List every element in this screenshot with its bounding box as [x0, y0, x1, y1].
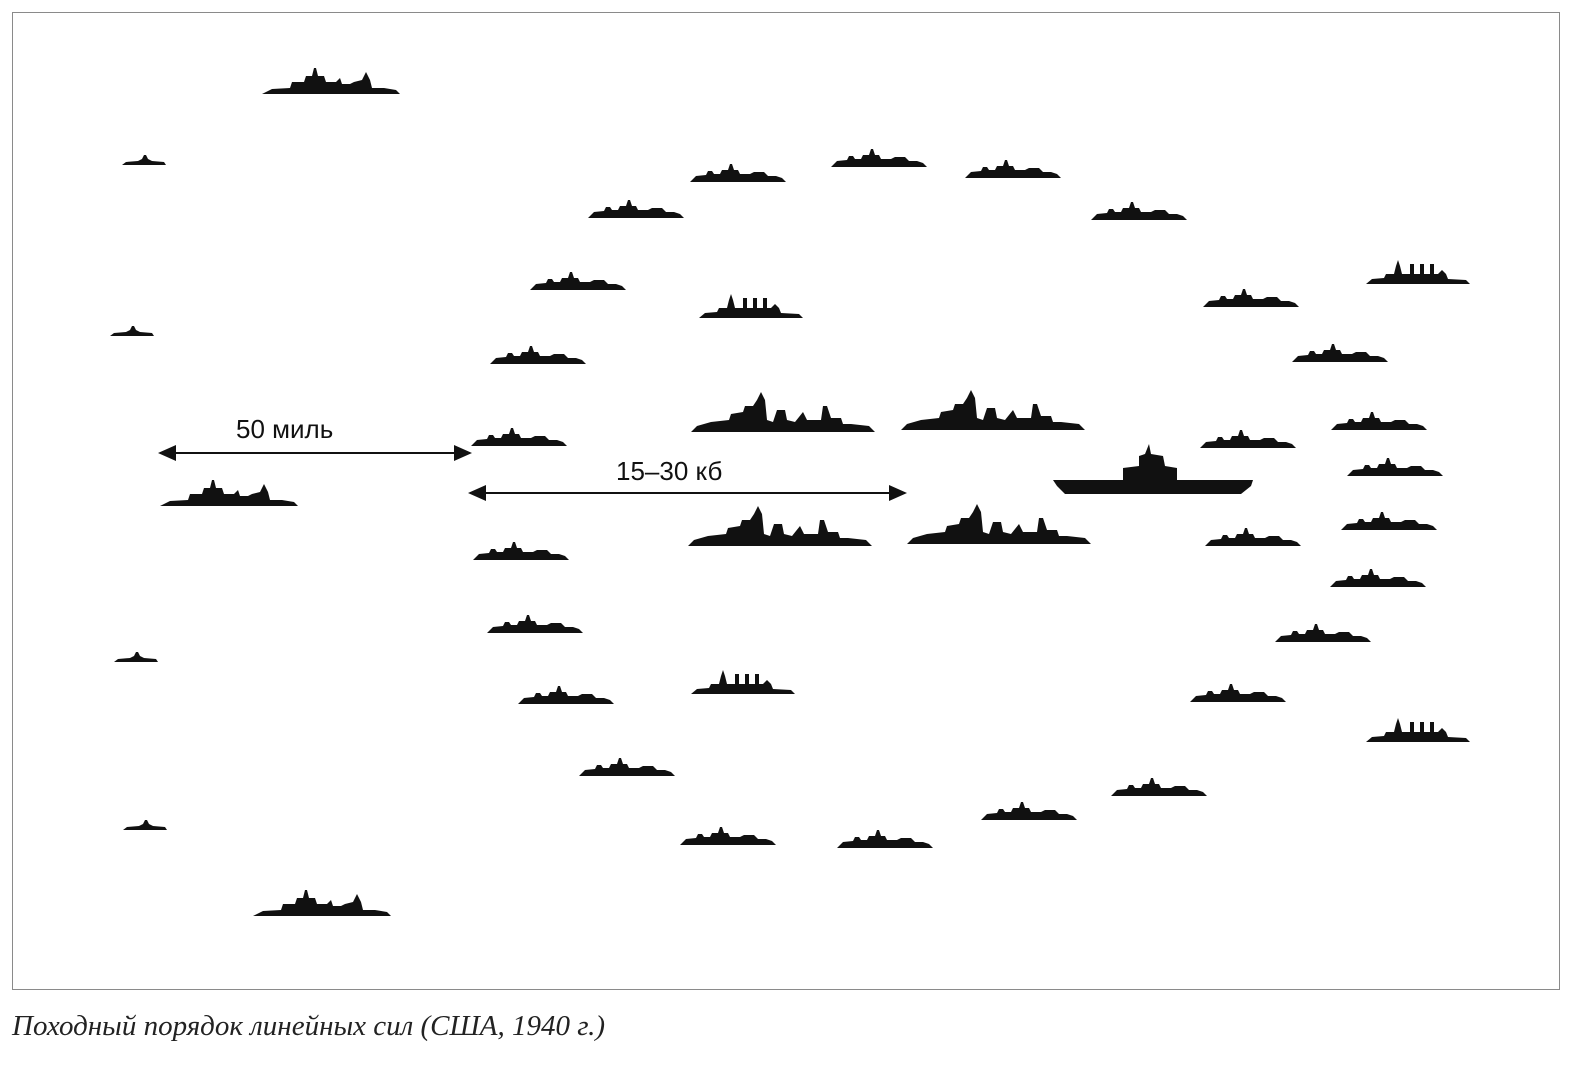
figure-caption: Походный порядок линейных сил (США, 1940…	[12, 1010, 606, 1042]
ship-oldcruiser-icon	[699, 294, 803, 318]
ship-oldcruiser-icon	[1366, 260, 1470, 284]
ship-destroyer-icon	[1347, 458, 1443, 476]
ship-picket-icon	[114, 652, 158, 662]
ship-destroyer-icon	[690, 164, 786, 182]
ship-battleship-icon	[691, 392, 875, 432]
ship-destroyer-icon	[1190, 684, 1286, 702]
ship-destroyer-icon	[837, 830, 933, 848]
ship-battleship-icon	[907, 504, 1091, 544]
ship-destroyer-icon	[471, 428, 567, 446]
ship-destroyer-icon	[1330, 569, 1426, 587]
ship-battleship-icon	[688, 506, 872, 546]
ship-destroyer-icon	[1205, 528, 1301, 546]
ship-destroyer-icon	[1341, 512, 1437, 530]
ship-destroyer-icon	[981, 802, 1077, 820]
ship-destroyer-icon	[579, 758, 675, 776]
ship-cruiser-icon	[253, 890, 391, 916]
ship-destroyer-icon	[518, 686, 614, 704]
ship-carrier-icon	[1053, 444, 1253, 494]
ship-destroyer-icon	[1111, 778, 1207, 796]
ship-destroyer-icon	[530, 272, 626, 290]
ships-layer	[110, 68, 1470, 916]
ship-destroyer-icon	[588, 200, 684, 218]
ship-cruiser-icon	[160, 480, 298, 506]
ship-destroyer-icon	[473, 542, 569, 560]
ship-destroyer-icon	[1203, 289, 1299, 307]
ship-destroyer-icon	[965, 160, 1061, 178]
ship-destroyer-icon	[490, 346, 586, 364]
ship-destroyer-icon	[831, 149, 927, 167]
ship-destroyer-icon	[487, 615, 583, 633]
ship-destroyer-icon	[1331, 412, 1427, 430]
ship-destroyer-icon	[1275, 624, 1371, 642]
ship-cruiser-icon	[262, 68, 400, 94]
ship-battleship-icon	[901, 390, 1085, 430]
ship-picket-icon	[123, 820, 167, 830]
label-15-30-kb: 15–30 кб	[616, 456, 722, 486]
ship-picket-icon	[122, 155, 166, 165]
ship-oldcruiser-icon	[1366, 718, 1470, 742]
ship-destroyer-icon	[680, 827, 776, 845]
ship-oldcruiser-icon	[691, 670, 795, 694]
ship-picket-icon	[110, 326, 154, 336]
ship-destroyer-icon	[1292, 344, 1388, 362]
ship-destroyer-icon	[1200, 430, 1296, 448]
ship-destroyer-icon	[1091, 202, 1187, 220]
label-50-miles: 50 миль	[236, 414, 333, 444]
